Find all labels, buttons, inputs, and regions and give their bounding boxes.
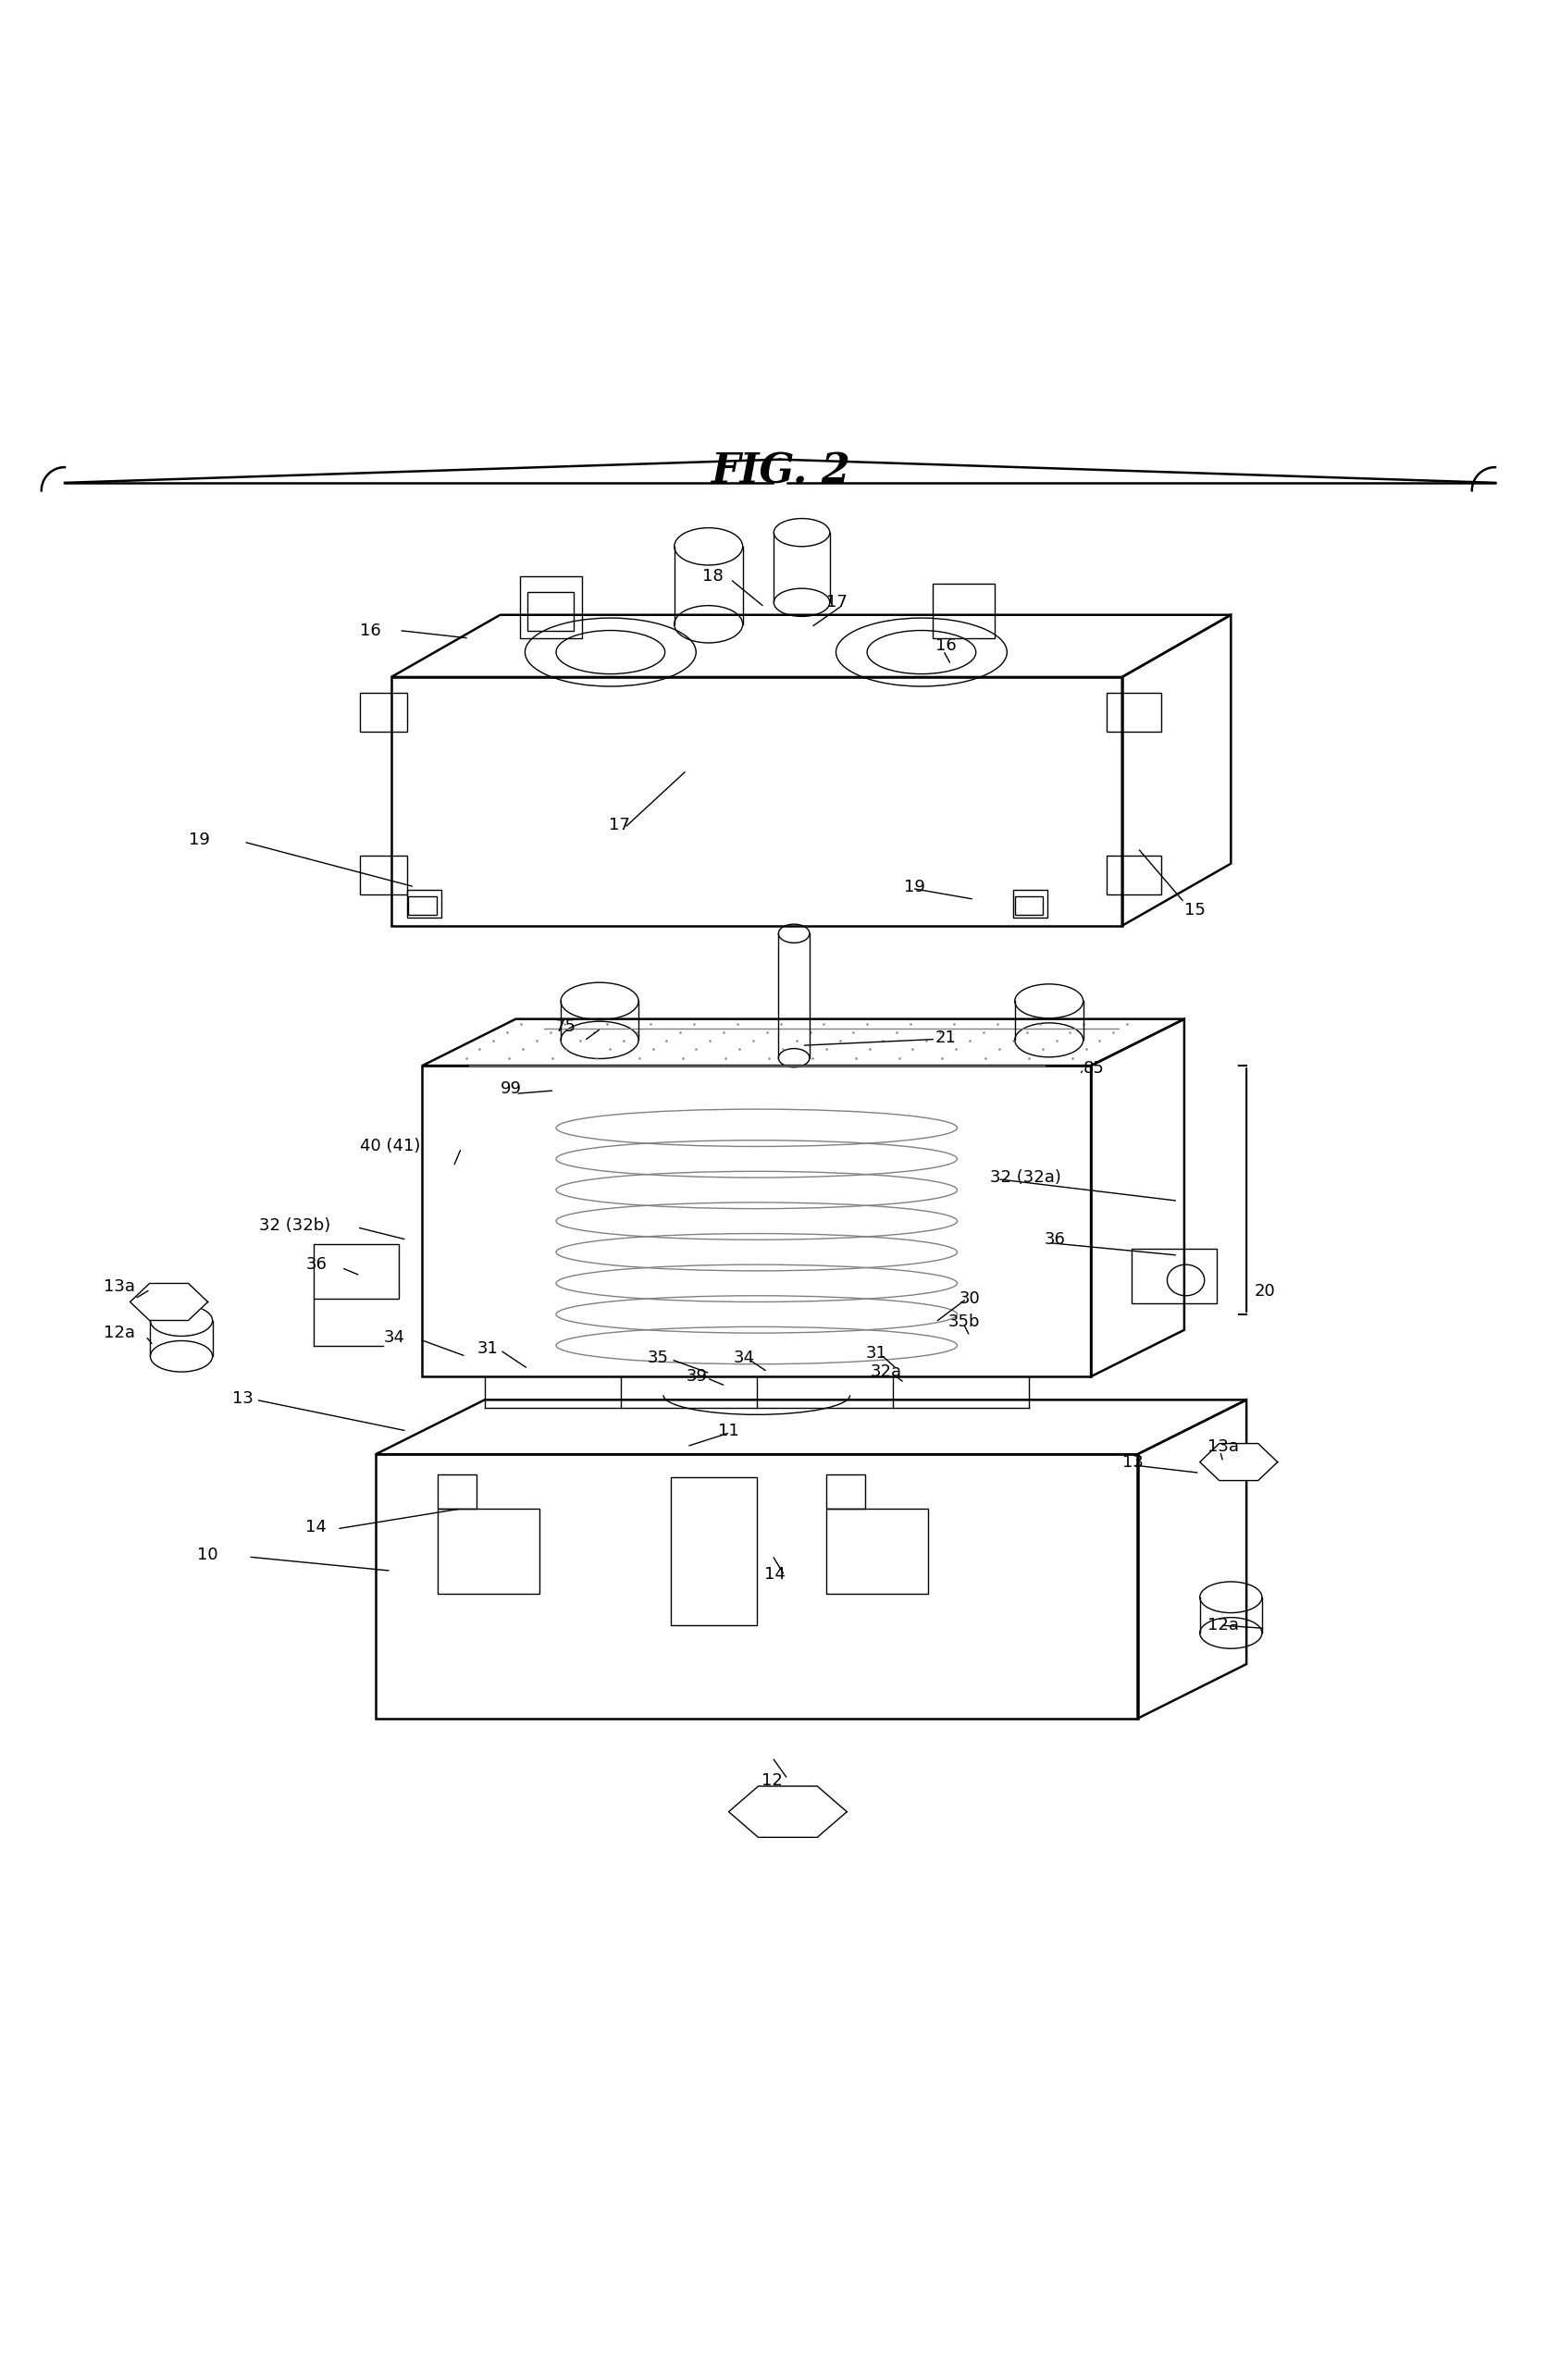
- Text: 35: 35: [647, 1349, 669, 1366]
- Text: 12a: 12a: [1207, 1616, 1239, 1633]
- Text: 35b: 35b: [948, 1314, 980, 1330]
- Text: 19: 19: [189, 833, 211, 850]
- Text: 14: 14: [306, 1518, 328, 1535]
- Bar: [671, 1478, 757, 1626]
- Text: 40 (41): 40 (41): [360, 1138, 421, 1154]
- Bar: [527, 593, 574, 631]
- Text: 75: 75: [554, 1019, 576, 1035]
- Text: 13a: 13a: [103, 1278, 136, 1295]
- Text: 13: 13: [232, 1390, 254, 1407]
- Text: 30: 30: [959, 1290, 980, 1307]
- Text: 19: 19: [905, 878, 925, 895]
- Polygon shape: [129, 1283, 207, 1321]
- Polygon shape: [1200, 1445, 1278, 1480]
- Bar: [519, 576, 582, 638]
- Text: 34: 34: [733, 1349, 755, 1366]
- Text: 17: 17: [827, 595, 847, 612]
- Text: 39: 39: [686, 1368, 708, 1385]
- Text: 10: 10: [197, 1547, 218, 1564]
- Bar: [407, 890, 441, 919]
- Text: 14: 14: [764, 1566, 786, 1583]
- Bar: [438, 1476, 477, 1509]
- Bar: [1106, 857, 1161, 895]
- Text: 11: 11: [718, 1423, 739, 1440]
- Bar: [360, 693, 407, 731]
- Bar: [827, 1509, 928, 1595]
- Bar: [423, 1066, 1090, 1376]
- Text: 36: 36: [1044, 1230, 1065, 1247]
- Text: FIG. 2: FIG. 2: [710, 452, 850, 490]
- Text: 31: 31: [866, 1345, 886, 1361]
- Text: 20: 20: [1254, 1283, 1275, 1299]
- Text: 21: 21: [936, 1028, 956, 1045]
- Polygon shape: [729, 1785, 847, 1837]
- Text: 17: 17: [608, 816, 630, 833]
- Text: 32 (32a): 32 (32a): [991, 1169, 1061, 1185]
- Bar: [1016, 897, 1042, 914]
- Bar: [1014, 890, 1047, 919]
- Text: 12: 12: [761, 1773, 783, 1790]
- Text: 31: 31: [477, 1340, 498, 1357]
- Text: 16: 16: [936, 638, 956, 654]
- Bar: [409, 897, 437, 914]
- Bar: [933, 583, 995, 638]
- Text: 13: 13: [1122, 1454, 1143, 1471]
- Text: 32 (32b): 32 (32b): [259, 1219, 331, 1235]
- Text: 85: 85: [1083, 1061, 1104, 1078]
- Text: 13a: 13a: [1207, 1438, 1239, 1454]
- Text: 15: 15: [1184, 902, 1206, 919]
- Bar: [1106, 693, 1161, 731]
- Bar: [827, 1476, 866, 1509]
- Bar: [1131, 1250, 1217, 1304]
- Text: 18: 18: [702, 569, 724, 585]
- Text: 12a: 12a: [103, 1326, 136, 1342]
- Bar: [314, 1245, 399, 1299]
- Text: 32a: 32a: [870, 1364, 902, 1380]
- Bar: [376, 1454, 1137, 1718]
- Bar: [438, 1509, 540, 1595]
- Text: 16: 16: [360, 621, 381, 638]
- Bar: [392, 676, 1122, 926]
- Bar: [360, 857, 407, 895]
- Text: 99: 99: [501, 1081, 521, 1097]
- Text: 34: 34: [384, 1330, 404, 1347]
- Text: 36: 36: [306, 1257, 328, 1273]
